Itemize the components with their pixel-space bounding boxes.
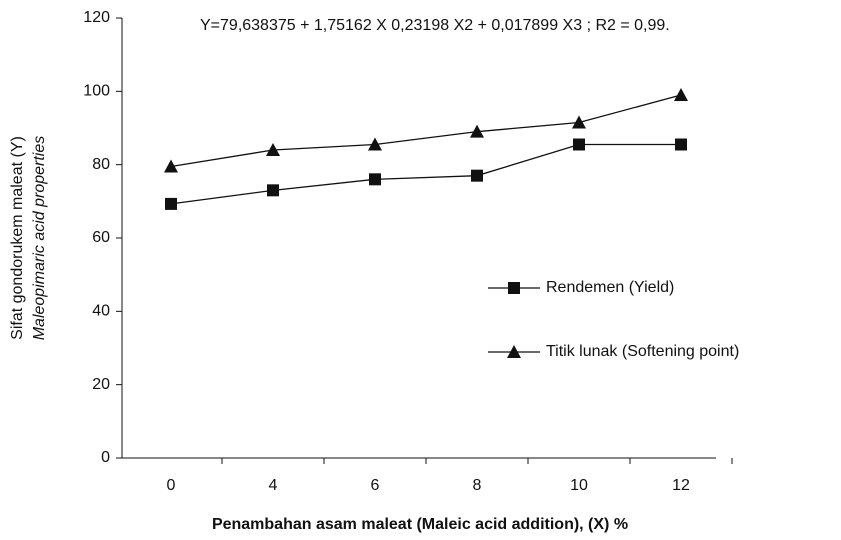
- marker: [368, 137, 382, 151]
- series-line: [170, 143, 681, 205]
- marker: [369, 173, 381, 186]
- marker: [507, 345, 521, 358]
- y-tick-label: 60: [92, 229, 110, 246]
- y-axis-label: Maleopimaric acid properties: [31, 136, 48, 341]
- legend-label: Rendemen (Yield): [546, 279, 675, 296]
- y-tick-label: 20: [92, 376, 110, 393]
- x-tick-label: 10: [570, 477, 588, 494]
- marker: [675, 138, 687, 151]
- x-tick-label: 6: [371, 477, 380, 494]
- marker: [508, 282, 520, 294]
- y-tick-label: 40: [92, 303, 110, 320]
- marker: [573, 138, 585, 151]
- x-tick-label: 4: [269, 477, 278, 494]
- legend-label: Titik lunak (Softening point): [546, 343, 740, 360]
- equation: Y=79,638375 + 1,75162 X 0,23198 X2 + 0,0…: [200, 17, 670, 34]
- x-tick-label: 8: [473, 477, 482, 494]
- marker: [164, 159, 178, 173]
- y-tick-label: 80: [92, 156, 110, 173]
- y-tick-label: 100: [83, 83, 110, 100]
- marker: [266, 143, 280, 156]
- marker: [165, 197, 177, 210]
- y-tick-label: 120: [83, 9, 110, 26]
- marker: [572, 115, 586, 129]
- y-axis-label: Sifat gondorukem maleat (Y): [9, 136, 26, 340]
- marker: [470, 124, 484, 138]
- marker: [471, 169, 483, 182]
- series-line: [170, 94, 682, 168]
- marker: [674, 88, 688, 101]
- x-tick-label: 0: [167, 477, 176, 494]
- x-axis-label: Penambahan asam maleat (Maleic acid addi…: [212, 516, 628, 533]
- y-tick-label: 0: [101, 449, 110, 466]
- x-tick-label: 12: [672, 477, 690, 494]
- marker: [267, 184, 279, 197]
